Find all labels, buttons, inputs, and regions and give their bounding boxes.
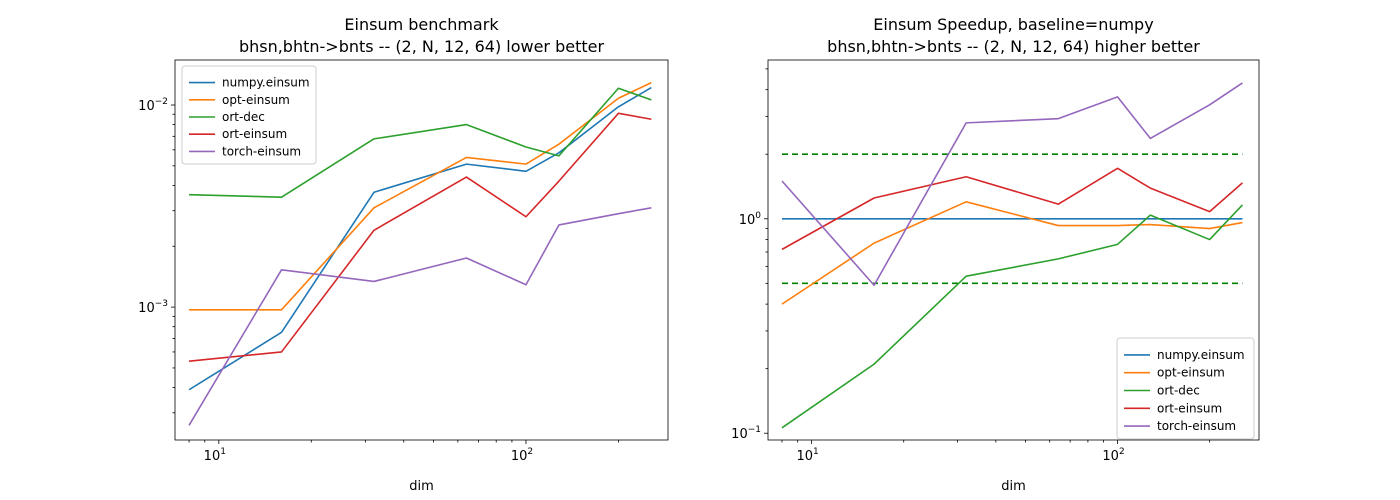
plot-data [781,82,1244,429]
y-tick-label: 100 [739,211,762,228]
series-line-ort-dec [189,87,652,198]
x-tick-exponent: 1 [220,447,226,457]
chart-einsum-benchmark: Einsum benchmark bhsn,bhtn->bnts -- (2, N… [138,15,669,494]
x-tick-base: 10 [1102,449,1119,464]
y-tick-exponent: −3 [155,299,168,309]
x-tick-base: 10 [204,449,221,464]
axes-frame [174,59,669,441]
x-tick-label: 102 [511,447,533,464]
y-tick-exponent: 0 [755,211,761,221]
chart-title: Einsum Speedup, baseline=numpy [873,15,1153,34]
x-tick-label: 101 [204,447,226,464]
legend-label: torch-einsum [1157,419,1236,433]
chart-einsum-speedup: Einsum Speedup, baseline=numpy bhsn,bhtn-… [731,15,1260,494]
x-tick-exponent: 1 [813,447,819,457]
legend-box [181,65,317,165]
y-tick-label: 10−3 [138,299,168,316]
y-tick-base: 10 [731,427,748,442]
legend: numpy.einsum opt-einsum ort-dec ort-einsum t… [181,65,317,165]
x-tick-exponent: 2 [527,447,533,457]
plot-data [188,81,652,426]
chart-subtitle: bhsn,bhtn->bnts -- (2, N, 12, 64) higher… [827,37,1200,56]
legend-label: opt-einsum [222,93,290,107]
series-line-torch-einsum [188,207,652,426]
x-axis-label: dim [1001,479,1026,494]
x-tick-base: 10 [797,449,814,464]
y-tick-base: 10 [138,99,155,114]
y-tick-base: 10 [138,301,155,316]
series-line-ort-dec [781,204,1244,429]
axes-frame [767,59,1260,441]
series-line-torch-einsum [781,82,1243,287]
legend-label: ort-einsum [1157,401,1222,415]
legend-label: torch-einsum [222,144,301,158]
x-axis-label: dim [409,479,434,494]
y-tick-label: 10−1 [731,425,761,442]
x-tick-label: 102 [1102,447,1124,464]
series-line-ort-einsum [781,167,1243,251]
legend-label: numpy.einsum [1157,348,1245,362]
series-line-ort-einsum [188,112,652,362]
legend-label: ort-dec [222,110,265,124]
y-tick-exponent: −2 [155,97,168,107]
chart-subtitle: bhsn,bhtn->bnts -- (2, N, 12, 64) lower … [239,37,605,56]
legend-box [1116,337,1255,440]
y-tick-label: 10−2 [138,97,168,114]
series-line-opt-einsum [189,81,652,311]
chart-title: Einsum benchmark [344,15,499,34]
legend-label: numpy.einsum [222,76,310,90]
series-line-numpy-einsum [188,86,652,391]
y-tick-base: 10 [739,213,756,228]
legend-label: ort-einsum [222,127,287,141]
legend-label: ort-dec [1157,384,1200,398]
legend-label: opt-einsum [1157,366,1225,380]
x-tick-exponent: 2 [1119,447,1125,457]
legend: numpy.einsum opt-einsum ort-dec ort-einsum t… [1116,337,1255,440]
x-tick-base: 10 [511,449,528,464]
y-tick-exponent: −1 [748,425,761,435]
series-line-opt-einsum [781,201,1243,305]
x-tick-label: 101 [797,447,819,464]
